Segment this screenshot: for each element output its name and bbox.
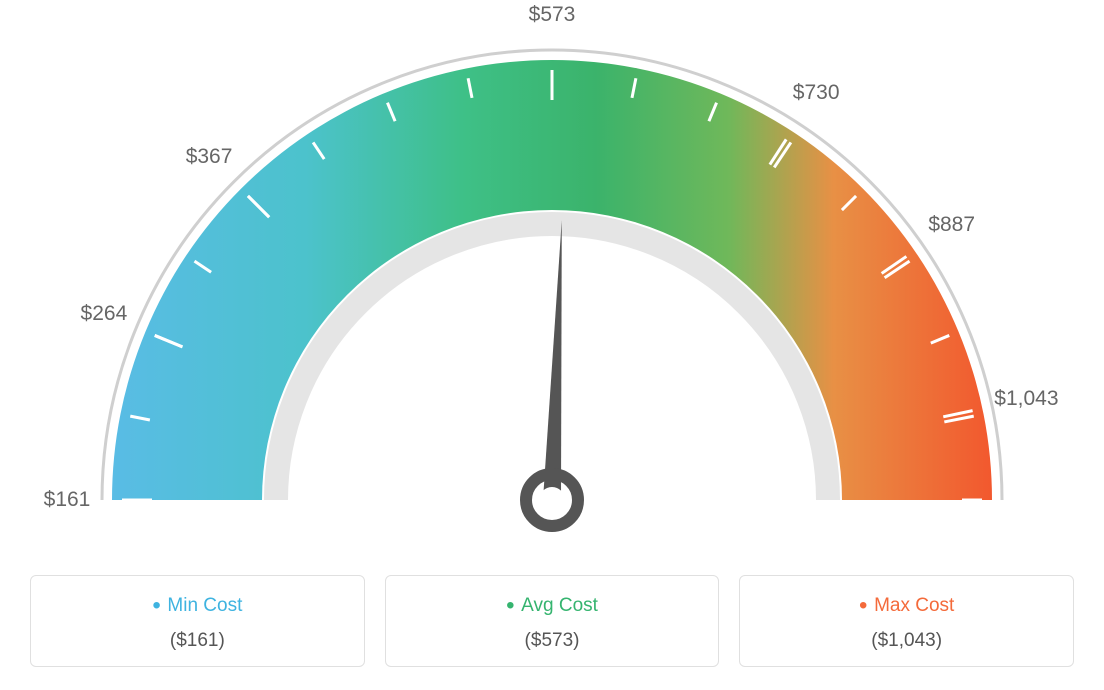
legend-max-value: ($1,043) (740, 630, 1073, 652)
legend-row: Min Cost ($161) Avg Cost ($573) Max Cost… (0, 560, 1104, 667)
gauge-area: $161 $264 $367 $573 $730 $887 $1,043 (0, 0, 1104, 560)
legend-avg-title: Avg Cost (386, 592, 719, 620)
legend-avg-value: ($573) (386, 630, 719, 652)
legend-card-avg: Avg Cost ($573) (385, 575, 720, 667)
gauge-tick-label: $264 (81, 302, 128, 326)
legend-card-max: Max Cost ($1,043) (739, 575, 1074, 667)
legend-min-value: ($161) (31, 630, 364, 652)
gauge-tick-label: $573 (529, 3, 576, 27)
gauge-tick-label: $161 (44, 488, 91, 512)
gauge-tick-label: $367 (186, 145, 233, 169)
gauge-tick-label: $730 (793, 81, 840, 105)
chart-container: $161 $264 $367 $573 $730 $887 $1,043 Min Cost … (0, 0, 1104, 690)
legend-card-min: Min Cost ($161) (30, 575, 365, 667)
legend-min-title: Min Cost (31, 592, 364, 620)
gauge-tick-label: $887 (928, 213, 975, 237)
gauge-svg (0, 0, 1104, 560)
gauge-tick-label: $1,043 (994, 387, 1058, 411)
legend-max-title: Max Cost (740, 592, 1073, 620)
